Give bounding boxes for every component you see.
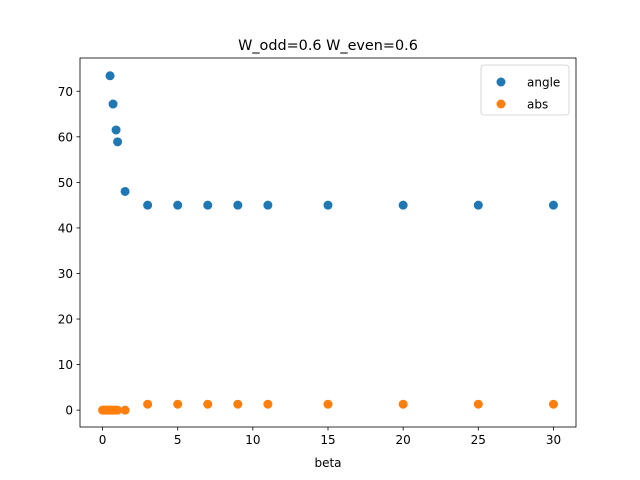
data-point <box>143 200 153 210</box>
x-axis-label: beta <box>314 456 341 470</box>
data-point <box>113 137 123 147</box>
series-angle <box>105 71 558 210</box>
x-tick-label: 30 <box>546 433 561 447</box>
data-point <box>473 200 483 210</box>
x-tick-label: 25 <box>471 433 486 447</box>
series-abs <box>98 399 558 415</box>
y-tick-label: 50 <box>58 176 73 190</box>
data-point <box>233 200 243 210</box>
data-point <box>203 399 213 409</box>
legend-marker <box>496 99 506 109</box>
data-point <box>263 200 273 210</box>
data-point <box>113 405 123 415</box>
legend-box <box>480 64 570 116</box>
data-point <box>111 125 121 135</box>
chart-title: W_odd=0.6 W_even=0.6 <box>238 38 418 54</box>
data-point <box>548 200 558 210</box>
plot-area <box>98 71 558 415</box>
data-point <box>105 71 115 81</box>
y-tick-label: 40 <box>58 221 73 235</box>
legend-label: abs <box>527 98 548 112</box>
data-point <box>173 200 183 210</box>
data-point <box>108 99 118 109</box>
x-tick-label: 20 <box>396 433 411 447</box>
data-point <box>473 399 483 409</box>
y-axis: 0 10 20 30 40 50 60 70 <box>58 85 80 418</box>
data-point <box>143 399 153 409</box>
x-tick-label: 15 <box>320 433 335 447</box>
data-point <box>173 399 183 409</box>
data-point <box>398 399 408 409</box>
data-point <box>323 399 333 409</box>
data-point <box>263 399 273 409</box>
data-point <box>120 186 130 196</box>
data-point <box>398 200 408 210</box>
data-point <box>323 200 333 210</box>
data-point <box>120 405 130 415</box>
x-tick-label: 5 <box>174 433 182 447</box>
y-tick-label: 10 <box>58 358 73 372</box>
data-point <box>203 200 213 210</box>
legend: angle abs <box>480 64 570 116</box>
x-axis: 0 5 10 15 20 25 30 <box>99 427 561 447</box>
y-tick-label: 60 <box>58 130 73 144</box>
y-tick-label: 30 <box>58 267 73 281</box>
y-tick-label: 20 <box>58 313 73 327</box>
data-point <box>233 399 243 409</box>
x-tick-label: 0 <box>99 433 107 447</box>
data-point <box>548 399 558 409</box>
y-tick-label: 0 <box>65 404 73 418</box>
legend-marker <box>496 77 506 87</box>
legend-label: angle <box>527 76 560 90</box>
x-tick-label: 10 <box>245 433 260 447</box>
y-tick-label: 70 <box>58 85 73 99</box>
